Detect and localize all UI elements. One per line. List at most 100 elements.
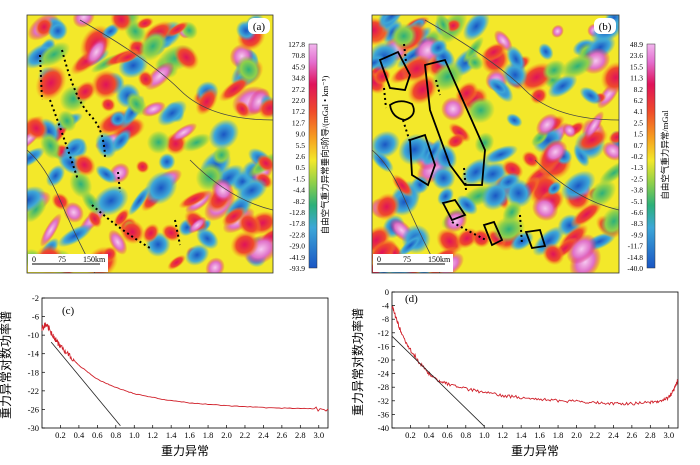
boundary-line: [372, 149, 441, 273]
heatmap-cell: [372, 54, 385, 71]
heatmap-cell: [37, 41, 71, 68]
heatmap-cell: [170, 122, 198, 143]
boundary-line: [79, 19, 273, 121]
heatmap-cell: [142, 223, 160, 243]
y-tick-label: -10: [28, 330, 39, 340]
anomaly-contour: [482, 220, 504, 247]
heatmap-cell: [144, 171, 178, 205]
plot-d-frame: [391, 291, 679, 429]
heatmap-cell: [372, 130, 401, 159]
x-tick-label: 0.4: [424, 430, 435, 440]
y-tick-label: -20: [378, 355, 389, 365]
colorbar-tick-label: -41.9: [289, 253, 305, 262]
heatmap-cell: [158, 153, 176, 171]
colorbar-tick-label: -11.7: [628, 242, 644, 251]
heatmap-cell: [535, 113, 559, 137]
heatmap-a-frame: [26, 14, 274, 274]
heatmap-cell: [195, 87, 219, 116]
y-tick-label: -16: [378, 341, 389, 351]
heatmap-cell: [166, 21, 189, 38]
scale-bar-a-box: [28, 254, 108, 272]
heatmap-cell: [221, 206, 247, 227]
colorbar-b: 48.9 23.6 15.5 11.3 8.2 6.2 4.1 2.5 1.5 0.7 -0.2 -1…: [627, 40, 670, 273]
heatmap-cell: [235, 178, 268, 203]
x-tick-label: 0.8: [110, 430, 121, 440]
x-tick-label: 2.4: [258, 430, 269, 440]
heatmap-cell: [27, 116, 49, 141]
x-tick-label: 0.6: [92, 430, 103, 440]
heatmap-cell: [61, 137, 86, 160]
colorbar-tick-label: 5.5: [296, 141, 306, 150]
plot-d-ylabel: 重力异常对数功率谱: [350, 308, 365, 416]
x-tick-label: 1.8: [553, 430, 564, 440]
plot-c-ylabel: 重力异常对数功率谱: [0, 311, 13, 419]
heatmap-cell: [608, 130, 619, 145]
heatmap-cell: [547, 181, 562, 196]
heatmap-cell: [138, 31, 168, 62]
heatmap-cell: [579, 86, 602, 105]
heatmap-cell: [448, 122, 471, 143]
heatmap-cell: [483, 145, 518, 164]
y-tick-label: -6: [32, 312, 39, 322]
x-tick-label: 1.4: [166, 430, 177, 440]
heatmap-cell: [398, 133, 431, 166]
x-tick-label: 1.6: [184, 430, 195, 440]
dotted-lineament: [91, 204, 151, 249]
heatmap-cell: [109, 110, 127, 127]
heatmap-cell: [115, 50, 140, 64]
dotted-lineament: [174, 219, 181, 246]
boundary-line: [534, 159, 619, 211]
colorbar-b-title: 自由空气重力异常/mGal: [660, 110, 670, 200]
panel-c-label: (c): [62, 305, 75, 317]
heatmap-cell: [471, 228, 491, 248]
x-tick-label: 3.0: [313, 430, 324, 440]
heatmap-cell: [208, 119, 240, 150]
heatmap-cell: [157, 100, 188, 127]
dotted-lineament: [61, 49, 106, 161]
scale-bar-b-label-2: 150km: [428, 255, 451, 264]
heatmap-cell: [108, 229, 128, 255]
heatmap-cell: [257, 97, 273, 119]
dotted-lineament: [117, 171, 121, 193]
heatmap-cell: [85, 37, 108, 67]
x-tick-label: 0.8: [460, 430, 471, 440]
heatmap-a-overlay: [27, 19, 273, 273]
x-tick-label: 2.8: [295, 430, 306, 440]
heatmap-cell: [230, 231, 260, 259]
scale-bar-b-label-0: 0: [377, 255, 381, 264]
dotted-lineament: [451, 221, 487, 241]
heatmap-cell: [542, 59, 566, 81]
colorbar-tick-label: -1.5: [293, 174, 305, 183]
boundary-line: [424, 19, 619, 121]
trend-line: [50, 341, 121, 426]
colorbar-tick-label: 70.8: [292, 51, 305, 60]
heatmap-cell: [532, 195, 559, 222]
x-tick-label: 1.2: [497, 430, 508, 440]
heatmap-cell: [69, 170, 93, 199]
x-tick-label: 1.0: [479, 430, 490, 440]
y-tick-label: -32: [378, 396, 389, 406]
heatmap-b-overlay: [372, 19, 619, 273]
dotted-lineament: [403, 43, 407, 63]
y-tick-label: -28: [378, 382, 389, 392]
y-tick-label: -22: [28, 386, 39, 396]
heatmap-cell: [602, 141, 619, 161]
y-tick-label: -8: [382, 314, 389, 324]
colorbar-a-ticks: 127.8 70.8 45.9 34.8 27.2 22.0 17.2 12.7 9.0 5.5 2…: [288, 40, 305, 273]
heatmap-cell: [113, 208, 130, 228]
heatmap-cell: [521, 150, 540, 168]
heatmap-cell: [212, 145, 231, 165]
colorbar-tick-label: -29.0: [289, 242, 305, 251]
panel-b-label: (b): [599, 21, 612, 33]
heatmap-cell: [57, 224, 93, 248]
x-tick-label: 2.6: [277, 430, 288, 440]
heatmap-cell: [542, 242, 565, 266]
x-tick-label: 1.2: [147, 430, 158, 440]
heatmap-cell: [576, 128, 609, 152]
heatmap-cell: [63, 201, 84, 223]
dotted-lineament: [49, 99, 79, 181]
colorbar-tick-label: -2.5: [631, 174, 643, 183]
x-tick-label: 0.4: [74, 430, 85, 440]
heatmap-cell: [566, 233, 597, 265]
